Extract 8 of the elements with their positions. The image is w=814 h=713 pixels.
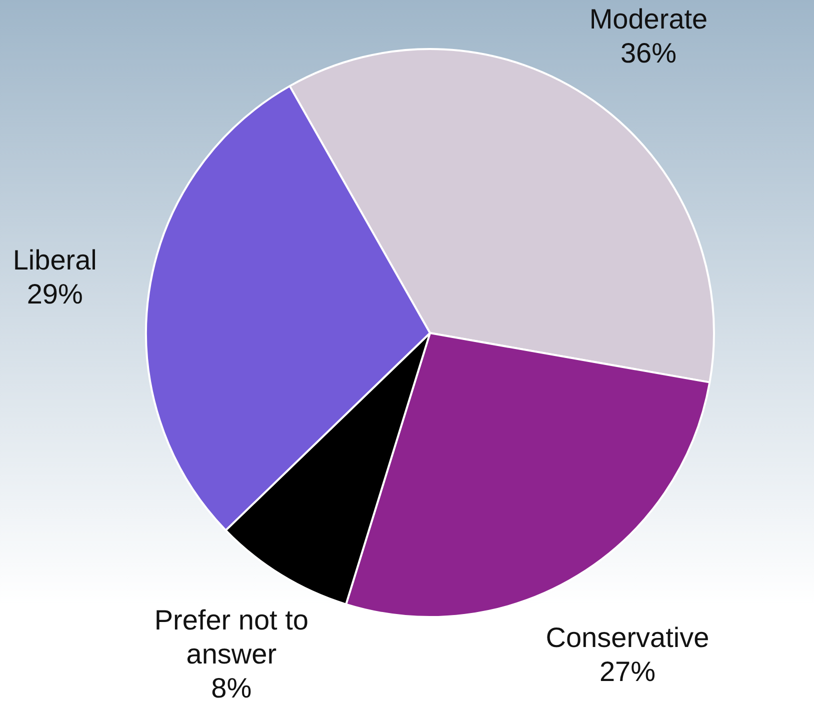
slice-label: Liberal — [12, 244, 97, 276]
slice-label: Conservative — [546, 622, 710, 654]
slice-label: Moderate — [589, 4, 708, 35]
data-label: 36% — [620, 38, 676, 69]
data-label: 8% — [211, 672, 252, 704]
data-label: 27% — [599, 656, 656, 688]
data-label: 29% — [26, 278, 83, 310]
slice-label: Prefer not to answer — [154, 604, 308, 670]
